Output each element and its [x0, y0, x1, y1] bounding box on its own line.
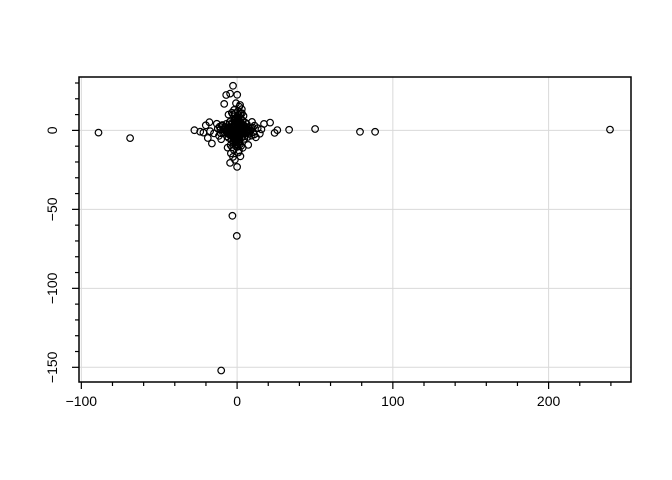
data-point	[220, 123, 229, 132]
data-point	[229, 81, 237, 90]
x-tick-label: 0	[233, 393, 241, 409]
data-point	[233, 162, 242, 171]
data-point	[371, 127, 380, 136]
x-tick-label: −100	[66, 393, 98, 409]
data-point	[196, 127, 205, 136]
data-point	[260, 119, 268, 128]
data-point	[266, 118, 275, 127]
data-point	[606, 125, 614, 134]
data-point	[311, 125, 320, 133]
data-point	[247, 124, 256, 133]
data-point	[205, 118, 214, 127]
data-point	[217, 366, 226, 375]
axis-ticks	[72, 82, 612, 389]
data-point	[230, 112, 239, 121]
data-point	[233, 113, 242, 121]
data-point	[236, 152, 245, 161]
data-point	[238, 116, 247, 125]
data-point	[227, 136, 236, 144]
data-point	[232, 231, 241, 240]
gridlines	[79, 77, 631, 382]
plot-box-border	[78, 76, 632, 383]
x-tick-label: 200	[537, 393, 561, 409]
y-tick-label: −50	[44, 197, 60, 221]
data-point	[222, 91, 231, 99]
data-point	[356, 127, 364, 136]
data-point	[228, 211, 237, 220]
data-point	[232, 140, 241, 148]
y-tick-label: 0	[44, 126, 60, 134]
data-point	[220, 99, 229, 108]
y-tick-label: −100	[44, 272, 60, 304]
data-point	[207, 139, 216, 148]
data-point	[233, 90, 242, 99]
data-point	[126, 134, 135, 143]
data-point	[222, 119, 231, 128]
data-points	[94, 81, 614, 375]
data-point	[244, 140, 253, 149]
data-point	[235, 140, 244, 149]
data-point	[94, 128, 103, 137]
axis-tick-labels: −100 0 100 200 0 −50 −100 −150	[44, 126, 560, 409]
data-point	[243, 133, 252, 141]
data-point	[255, 129, 264, 138]
data-point	[203, 134, 212, 142]
data-point	[273, 126, 282, 135]
data-point	[206, 127, 215, 136]
data-point	[226, 89, 235, 98]
plot-box	[78, 76, 632, 383]
x-tick-label: 100	[381, 393, 405, 409]
y-tick-label: −150	[44, 351, 60, 383]
data-point	[285, 125, 294, 134]
